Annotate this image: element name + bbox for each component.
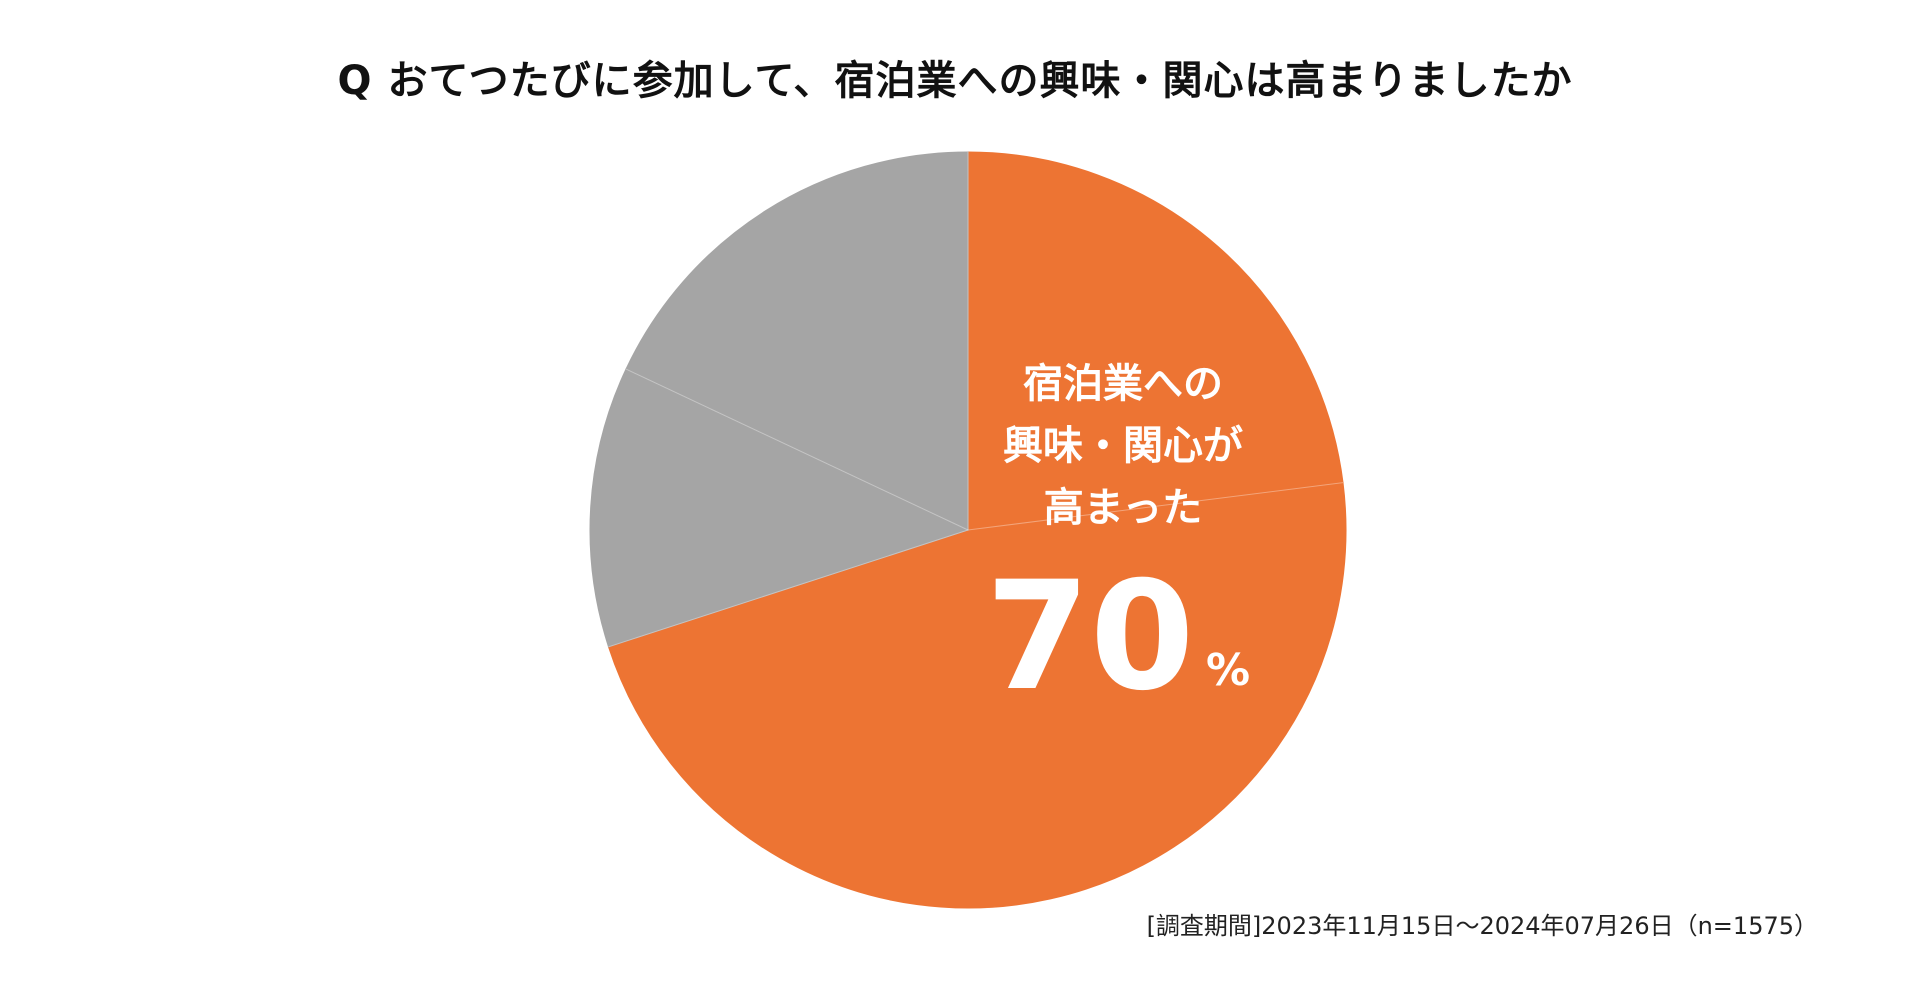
pie-slice-3 bbox=[589, 368, 970, 648]
slice-separator-4 bbox=[625, 368, 969, 531]
slice-separator-3 bbox=[608, 529, 969, 648]
callout-unit: % bbox=[1206, 645, 1250, 696]
pie-slices bbox=[589, 151, 1347, 909]
pie-callout: 宿泊業への 興味・関心が 高まった 70 % bbox=[986, 361, 1250, 724]
pie-slice-1 bbox=[967, 151, 1344, 531]
callout-value: 70 bbox=[986, 550, 1195, 724]
callout-line-2: 興味・関心が bbox=[1003, 423, 1243, 469]
callout-line-1: 宿泊業への bbox=[1023, 361, 1223, 407]
slice-separator-2 bbox=[967, 482, 1344, 531]
survey-period-footnote: [調査期間]2023年11月15日～2024年07月26日（n=1575） bbox=[1146, 912, 1818, 940]
chart-title: Q おてつたびに参加して、宿泊業への興味・関心は高まりましたか bbox=[337, 58, 1573, 104]
callout-line-3: 高まった bbox=[1044, 485, 1202, 531]
pie-slice-2 bbox=[607, 482, 1347, 909]
pie-slice-4 bbox=[625, 151, 969, 531]
